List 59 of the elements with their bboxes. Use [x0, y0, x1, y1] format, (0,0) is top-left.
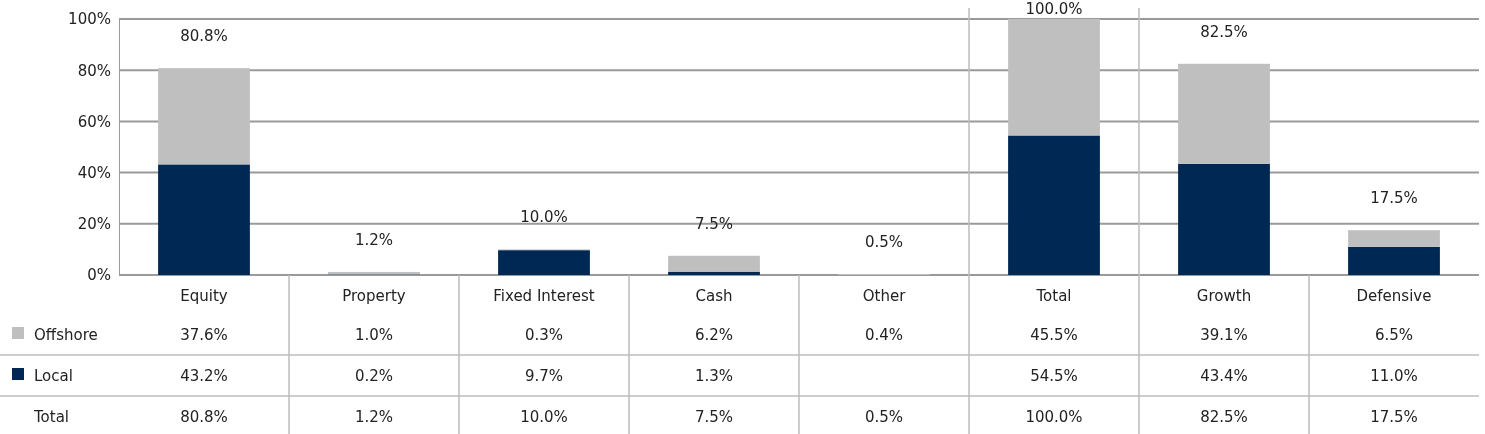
text: 17.5%: [1370, 408, 1418, 426]
data-label: 6.2%: [694, 326, 734, 344]
bar: [498, 250, 590, 275]
x-tick-label: Total: [1035, 287, 1072, 305]
y-tick-label: 80%: [77, 61, 111, 80]
text: 0.5%: [864, 408, 904, 426]
text: 100.0%: [1025, 408, 1083, 426]
total-label: 0.5%: [864, 232, 904, 251]
data-label: 37.6%: [180, 326, 228, 344]
bar: [668, 255, 760, 272]
bar: [1348, 230, 1440, 247]
bar: [158, 164, 250, 275]
data-label: 9.7%: [524, 367, 564, 385]
x-tick-label: Growth: [1196, 287, 1252, 305]
data-label: 43.2%: [180, 367, 228, 385]
total-label: 7.5%: [694, 214, 734, 233]
total-label: 10.0%: [520, 208, 568, 227]
text: Total: [33, 408, 70, 426]
data-label: 1.0%: [354, 326, 394, 344]
data-label: 1.3%: [694, 367, 734, 385]
data-label: 0.4%: [864, 326, 904, 344]
y-tick-label: 20%: [77, 215, 111, 234]
y-tick-label: 100%: [68, 10, 111, 29]
text: 1.2%: [354, 408, 394, 426]
y-tick-label: 40%: [77, 163, 111, 182]
x-tick-label: Equity: [180, 287, 228, 305]
bar: [668, 271, 760, 275]
y-tick-label: 0%: [87, 266, 111, 285]
bar: [158, 68, 250, 165]
text: 82.5%: [1200, 408, 1248, 426]
total-label: 100.0%: [1025, 0, 1083, 18]
data-label: 45.5%: [1030, 326, 1078, 344]
data-label: 0.2%: [354, 367, 394, 385]
x-tick-label: Cash: [695, 287, 733, 305]
data-label: 39.1%: [1200, 326, 1248, 344]
total-label: 80.8%: [180, 27, 228, 46]
x-tick-label: Defensive: [1356, 287, 1432, 305]
bar: [1178, 163, 1270, 275]
total-label: 1.2%: [354, 230, 394, 249]
total-label: 82.5%: [1200, 22, 1248, 41]
data-label: 6.5%: [1374, 326, 1414, 344]
bar: [1008, 135, 1100, 275]
bar: [1348, 246, 1440, 275]
text: 80.8%: [180, 408, 228, 426]
total-label: 17.5%: [1370, 189, 1418, 208]
legend-label: Offshore: [34, 326, 98, 344]
data-label: 0.3%: [524, 326, 564, 344]
data-label: 54.5%: [1030, 367, 1078, 385]
legend-label: Local: [34, 367, 73, 385]
text: 7.5%: [694, 408, 734, 426]
x-tick-label: Fixed Interest: [493, 287, 595, 305]
text: 10.0%: [520, 408, 568, 426]
data-label: 43.4%: [1200, 367, 1248, 385]
bar: [1178, 63, 1270, 164]
data-label: 11.0%: [1370, 367, 1418, 385]
x-tick-label: Other: [862, 287, 907, 305]
x-tick-label: Property: [342, 287, 406, 305]
bar: [1008, 19, 1100, 136]
y-tick-label: 60%: [77, 112, 111, 131]
